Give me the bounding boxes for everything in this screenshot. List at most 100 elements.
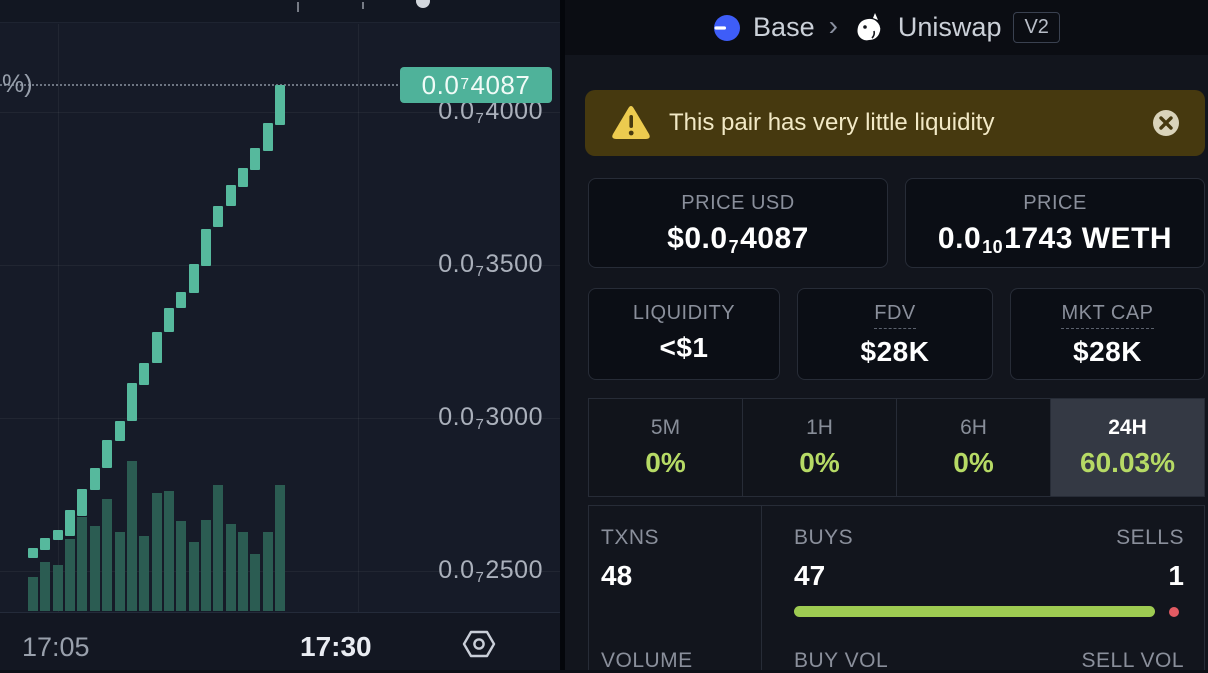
fdv-label[interactable]: FDV xyxy=(798,302,992,329)
candlestick xyxy=(126,383,137,421)
chart-settings-hexagon-icon[interactable] xyxy=(460,628,498,660)
txns-label: TXNS xyxy=(601,526,660,549)
fdv-value: $28K xyxy=(860,336,930,367)
pair-breadcrumb-header: Base › Uniswap V2 xyxy=(565,0,1208,55)
toolbar-fragment xyxy=(297,2,299,12)
gridline xyxy=(0,265,560,266)
timeframe-tab-6h[interactable]: 6H 0% xyxy=(897,399,1051,496)
volume-bar xyxy=(225,524,236,611)
price-usd-value: $0.074087 xyxy=(667,222,809,258)
buy-ratio-segment xyxy=(794,606,1155,617)
volume-bar xyxy=(275,485,285,611)
toolbar-fragment xyxy=(416,0,430,8)
cropped-axis-label: %) xyxy=(2,70,33,98)
time-label-right: 17:30 xyxy=(300,631,372,662)
volume-bar xyxy=(188,542,199,611)
price-native-value: 0.0101743 WETH xyxy=(937,222,1173,258)
timeframe-label: 24H xyxy=(1108,416,1147,439)
time-axis[interactable]: 17:05 17:30 xyxy=(0,612,560,670)
timeframe-change-value: 0% xyxy=(799,447,840,478)
candlestick xyxy=(151,332,162,363)
volume-bar xyxy=(213,485,224,611)
sells-value: 1 xyxy=(1168,560,1184,591)
candlestick xyxy=(163,307,174,332)
candlestick xyxy=(237,168,248,187)
timeframe-tab-5m[interactable]: 5M 0% xyxy=(589,399,743,496)
base-chain-icon[interactable] xyxy=(713,14,741,42)
volume-bar xyxy=(237,531,248,611)
breadcrumb-chevron-icon: › xyxy=(828,9,838,41)
liquidity-warning-banner: This pair has very little liquidity xyxy=(585,90,1205,156)
liquidity-card: LIQUIDITY <$1 xyxy=(588,288,780,380)
timeframe-change-value: 60.03% xyxy=(1080,447,1175,478)
dex-name[interactable]: Uniswap xyxy=(897,12,1002,42)
candlestick xyxy=(200,228,211,266)
liquidity-label: LIQUIDITY xyxy=(632,302,736,324)
price-usd-card[interactable]: PRICE USD $0.074087 xyxy=(588,178,888,268)
timeframe-change-value: 0% xyxy=(953,447,994,478)
timeframe-tab-1h[interactable]: 1H 0% xyxy=(743,399,897,496)
volume-bar xyxy=(250,554,261,611)
candlestick xyxy=(52,530,63,541)
volume-bar xyxy=(89,525,100,611)
uniswap-unicorn-icon[interactable] xyxy=(852,11,886,45)
price-native-card[interactable]: PRICE 0.0101743 WETH xyxy=(905,178,1205,268)
buy-sell-ratio-bar xyxy=(794,606,1179,617)
volume-bar xyxy=(200,519,211,611)
market-cap-label[interactable]: MKT CAP xyxy=(1011,302,1204,329)
pair-info-pane: Base › Uniswap V2 This pair has very lit… xyxy=(565,0,1208,672)
candlestick xyxy=(102,440,113,468)
volume-bar xyxy=(163,491,174,611)
volume-bar xyxy=(114,531,125,611)
fdv-card: FDV $28K xyxy=(797,288,993,380)
volume-bar xyxy=(139,536,150,611)
volume-bar xyxy=(262,531,273,611)
volume-bar xyxy=(151,492,162,611)
price-usd-label: PRICE USD xyxy=(681,192,795,214)
y-axis-tick-label[interactable]: 0.072500 xyxy=(438,555,543,587)
price-chart[interactable]: %) 0.0 7 4087 0.074000 0.073500 0.073000 0.07… xyxy=(0,0,560,612)
candlestick xyxy=(139,362,150,385)
banner-close-icon[interactable] xyxy=(1151,108,1181,138)
candlestick xyxy=(176,291,187,308)
volume-bar xyxy=(126,461,137,611)
candlestick xyxy=(65,510,75,537)
transactions-section: TXNS 48 BUYS 47 SELLS 1 VOLUME BUY VOL S… xyxy=(588,505,1205,672)
candlestick xyxy=(40,538,51,551)
time-label-left: 17:05 xyxy=(22,632,90,662)
dex-version-badge[interactable]: V2 xyxy=(1013,12,1060,43)
volume-bar xyxy=(65,539,75,611)
gridline xyxy=(0,418,560,419)
candlestick xyxy=(114,421,125,441)
toolbar-fragment xyxy=(362,2,364,9)
buy-vol-label: BUY VOL xyxy=(794,649,889,672)
price-native-label: PRICE xyxy=(1023,192,1087,214)
sells-label: SELLS xyxy=(1116,526,1184,549)
pane-divider xyxy=(560,0,565,670)
timeframe-tab-24h[interactable]: 24H 60.03% xyxy=(1051,399,1204,496)
gridline xyxy=(358,24,359,612)
chart-pane: %) 0.0 7 4087 0.074000 0.073500 0.073000 0.07… xyxy=(0,0,560,670)
buys-value: 47 xyxy=(794,560,826,591)
timeframe-label: 6H xyxy=(960,416,987,439)
current-price-tag: 0.0 7 4087 xyxy=(400,67,552,104)
candlestick xyxy=(28,548,38,559)
volume-label: VOLUME xyxy=(601,649,693,672)
timeframe-change-value: 0% xyxy=(645,447,686,478)
liquidity-value: <$1 xyxy=(659,332,709,363)
market-cap-card: MKT CAP $28K xyxy=(1010,288,1205,380)
volume-bar xyxy=(102,498,113,611)
volume-bar xyxy=(40,561,51,611)
warning-triangle-icon xyxy=(611,105,651,141)
volume-bar xyxy=(52,564,63,611)
y-axis-tick-label[interactable]: 0.073000 xyxy=(438,402,543,434)
candlestick xyxy=(188,264,199,293)
gridline xyxy=(58,24,59,612)
chain-name[interactable]: Base xyxy=(753,12,815,42)
current-price-dotted-line xyxy=(0,84,398,87)
section-divider xyxy=(761,506,762,670)
market-cap-value: $28K xyxy=(1073,336,1142,367)
y-axis-tick-label[interactable]: 0.073500 xyxy=(438,249,543,281)
candlestick xyxy=(275,85,285,125)
candlestick xyxy=(262,123,273,151)
